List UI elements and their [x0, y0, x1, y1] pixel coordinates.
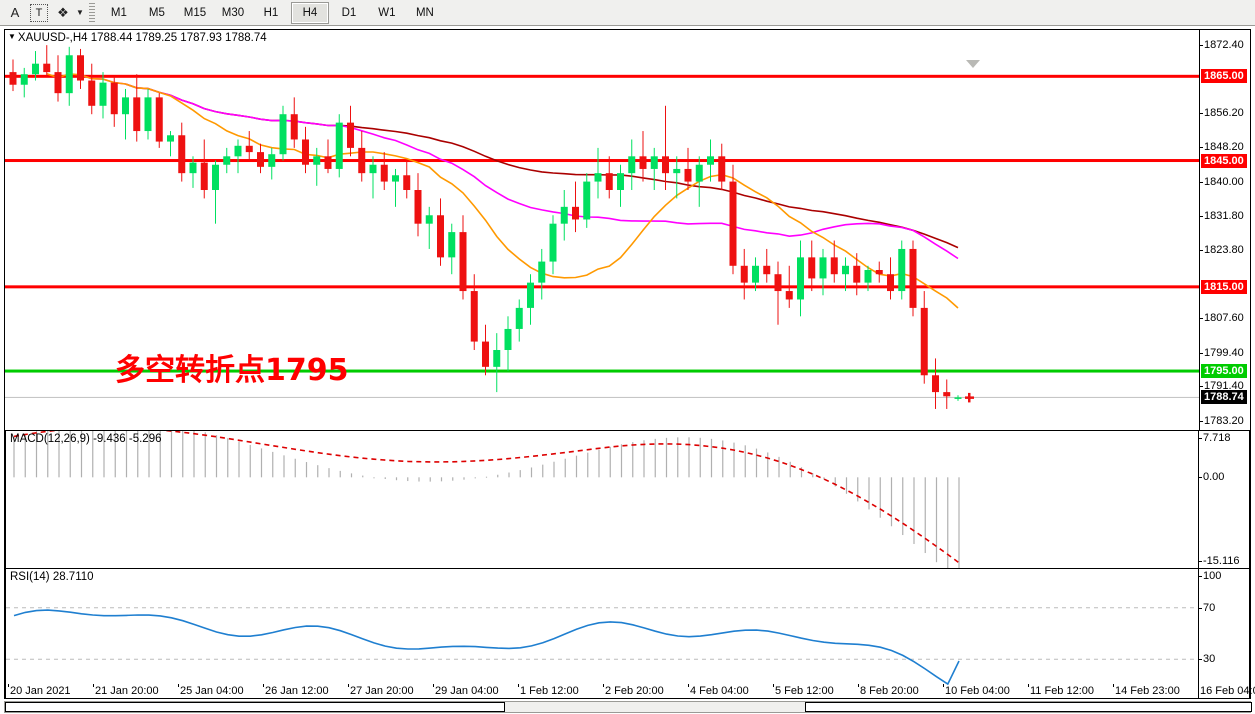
macd-pane[interactable]: MACD(12,26,9) -9.436 -5.296 7.718 0.00 -15… [5, 430, 1250, 568]
time-label: 8 Feb 20:00 [860, 685, 919, 697]
symbol-header: ▼ XAUUSD-,H4 1788.44 1789.25 1787.93 1788… [8, 32, 267, 44]
time-label: 16 Feb 04:00 [1200, 685, 1255, 697]
price-tag-resistance: 1865.00 [1201, 69, 1247, 84]
price-tag-resistance: 1845.00 [1201, 153, 1247, 168]
macd-plot-area[interactable] [6, 431, 1198, 568]
toolbar: A T ❖ ▼ M1 M5 M15 M30 H1 H4 D1 W1 MN [0, 0, 1255, 26]
time-label: 20 Jan 2021 [10, 685, 71, 697]
rsi-tick: 70 [1198, 601, 1216, 614]
price-plot-area[interactable]: 多空转折点1795 [5, 30, 1199, 430]
price-pane[interactable]: ▼ XAUUSD-,H4 1788.44 1789.25 1787.93 1788… [5, 30, 1250, 430]
timeframe-mn[interactable]: MN [415, 6, 434, 19]
price-tick: 1848.20 [1200, 141, 1244, 154]
symbol-ohlc-text: XAUUSD-,H4 1788.44 1789.25 1787.93 1788.… [17, 32, 267, 44]
price-chart-svg [5, 45, 1199, 409]
rsi-plot-area[interactable] [6, 569, 1198, 698]
rsi-label: RSI(14) 28.7110 [10, 571, 94, 583]
price-tick: 1823.80 [1200, 243, 1244, 256]
timeframe-m15[interactable]: M15 [183, 6, 207, 19]
timeframe-h1[interactable]: H1 [263, 6, 279, 19]
period-separator-marker-icon [966, 60, 980, 68]
price-tag-current: 1788.74 [1201, 390, 1247, 405]
time-label: 27 Jan 20:00 [350, 685, 414, 697]
time-tick [773, 684, 774, 687]
time-tick [178, 684, 179, 687]
price-tick: 1799.40 [1200, 346, 1244, 359]
time-label: 4 Feb 04:00 [690, 685, 749, 697]
rsi-pane[interactable]: RSI(14) 28.7110 100 70 30 [5, 568, 1250, 698]
time-label: 29 Jan 04:00 [435, 685, 499, 697]
price-tick: 1856.20 [1200, 107, 1244, 120]
rsi-tick: 30 [1198, 653, 1216, 666]
time-tick [518, 684, 519, 687]
price-tag-resistance: 1815.00 [1201, 279, 1247, 294]
time-tick [93, 684, 94, 687]
toolbar-grip[interactable] [88, 2, 95, 23]
macd-label: MACD(12,26,9) -9.436 -5.296 [10, 433, 162, 445]
rsi-tick: 100 [1198, 570, 1222, 582]
scrollbar-thumb-left[interactable] [5, 702, 505, 712]
time-label: 11 Feb 12:00 [1030, 685, 1095, 697]
price-tick: 1807.60 [1200, 312, 1244, 324]
timeframe-m1[interactable]: M1 [110, 6, 127, 19]
objects-tool-icon[interactable]: ❖ [57, 4, 69, 20]
price-tick: 1831.80 [1200, 210, 1244, 223]
price-tick: 1840.00 [1200, 175, 1244, 188]
rsi-axis[interactable]: 100 70 30 [1198, 569, 1249, 698]
price-tick: 1783.20 [1200, 414, 1244, 427]
price-tick: 1872.40 [1200, 39, 1244, 52]
time-tick [263, 684, 264, 687]
objects-dropdown-icon[interactable]: ▼ [76, 8, 84, 17]
time-tick [8, 684, 9, 687]
time-tick [858, 684, 859, 687]
time-tick [1113, 684, 1114, 687]
time-tick [603, 684, 604, 687]
time-label: 21 Jan 20:00 [95, 685, 159, 697]
chart-frame: ▼ XAUUSD-,H4 1788.44 1789.25 1787.93 1788… [4, 29, 1251, 699]
time-label: 5 Feb 12:00 [775, 685, 834, 697]
symbol-caret-icon[interactable]: ▼ [8, 32, 16, 41]
timeframe-m30[interactable]: M30 [221, 6, 245, 19]
macd-chart-svg [13, 431, 960, 568]
time-label: 25 Jan 04:00 [180, 685, 244, 697]
time-axis[interactable]: 20 Jan 2021 21 Jan 20:00 25 Jan 04:00 26 Ja… [4, 684, 1255, 700]
timeframe-w1[interactable]: W1 [378, 6, 396, 19]
text-tool-icon[interactable]: A [10, 5, 20, 20]
time-tick [1028, 684, 1029, 687]
time-tick [433, 684, 434, 687]
macd-tick: 0.00 [1198, 471, 1225, 484]
time-label: 1 Feb 12:00 [520, 685, 579, 697]
timeframe-d1[interactable]: D1 [341, 6, 357, 19]
time-label: 10 Feb 04:00 [945, 685, 1010, 697]
chart-annotation: 多空转折点1795 [115, 353, 349, 388]
macd-axis[interactable]: 7.718 0.00 -15.116 [1198, 431, 1249, 568]
time-tick [943, 684, 944, 687]
time-tick [348, 684, 349, 687]
time-tick [688, 684, 689, 687]
price-tick: 1791.40 [1200, 380, 1244, 393]
time-tick [1198, 684, 1199, 687]
macd-tick: 7.718 [1199, 432, 1231, 444]
time-label: 14 Feb 23:00 [1115, 685, 1180, 697]
time-label: 2 Feb 20:00 [605, 685, 664, 697]
rsi-chart-svg [6, 607, 1198, 686]
horizontal-scrollbar[interactable] [4, 701, 1252, 713]
timeframe-h4[interactable]: H4 [290, 1, 329, 24]
timeframe-m5[interactable]: M5 [148, 6, 165, 19]
price-axis[interactable]: 1872.40 1856.20 1848.20 1840.00 1831.80 1823.… [1199, 30, 1250, 430]
label-tool-icon[interactable]: T [30, 3, 48, 22]
macd-tick: -15.116 [1199, 555, 1240, 567]
price-tag-support: 1795.00 [1201, 364, 1247, 379]
time-label: 26 Jan 12:00 [265, 685, 329, 697]
scrollbar-thumb-right[interactable] [805, 702, 1252, 712]
